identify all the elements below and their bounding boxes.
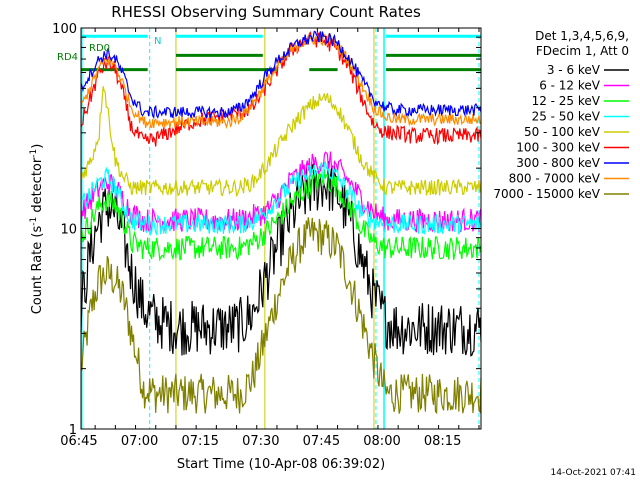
flag-label-rd4: RD4 [57,52,78,63]
flag-label-rd0: RD0 [89,43,110,54]
series-line-7 [80,32,482,130]
x-tick-label-0: 06:45 [60,434,97,449]
x-axis: 06:45 07:00 07:15 07:30 07:45 08:00 08:15 [60,28,480,449]
series-line-2 [80,169,482,262]
x-tick-label-5: 08:00 [363,434,400,449]
footer-date: 14-Oct-2021 07:41 [551,468,636,478]
y-axis-label-mid: detector [30,157,45,217]
series-line-3 [80,160,482,237]
legend: Det 1,3,4,5,6,9, FDecim 1, Att 0 3 - 6 k… [493,29,629,201]
y-tick-label-2: 100 [52,22,77,37]
legend-header-1: Det 1,3,4,5,6,9, [535,29,629,43]
legend-label-8: 7000 - 15000 keV [493,187,600,201]
x-tick-label-4: 07:45 [303,434,340,449]
series-group [80,30,482,415]
x-tick-label-3: 07:30 [242,434,279,449]
series-line-4 [80,86,482,197]
legend-label-6: 300 - 800 keV [516,156,600,170]
chart-title: RHESSI Observing Summary Count Rates [111,3,421,21]
y-axis-label-sup1: -1 [29,217,39,226]
x-tick-label-1: 07:00 [121,434,158,449]
x-tick-label-2: 07:15 [181,434,218,449]
series-line-8 [80,217,482,415]
legend-label-7: 800 - 7000 keV [509,172,601,186]
y-axis-label-end: ) [30,144,45,149]
series-line-1 [80,151,482,233]
legend-label-3: 25 - 50 keV [532,110,601,124]
legend-header-2: FDecim 1, Att 0 [536,44,629,58]
x-axis-label: Start Time (10-Apr-08 06:39:02) [177,457,385,472]
y-tick-label-1: 10 [60,223,77,238]
legend-label-1: 6 - 12 keV [539,79,601,93]
legend-label-0: 3 - 6 keV [547,63,601,77]
legend-label-4: 50 - 100 keV [524,125,601,139]
y-axis-label-sup2: -1 [29,149,39,158]
series-line-6 [80,30,482,120]
y-axis-label-main: Count Rate (s [30,226,45,315]
flag-bars [81,34,481,72]
y-axis: 1 10 100 [52,22,481,438]
series-line-0 [80,161,482,357]
legend-label-2: 12 - 25 keV [532,94,601,108]
flag-label-n: N [154,36,161,47]
x-tick-label-6: 08:15 [424,434,461,449]
legend-label-5: 100 - 300 keV [516,141,600,155]
y-tick-label-0: 1 [69,423,77,438]
y-axis-label: Count Rate (s-1 detector-1) [29,144,45,315]
